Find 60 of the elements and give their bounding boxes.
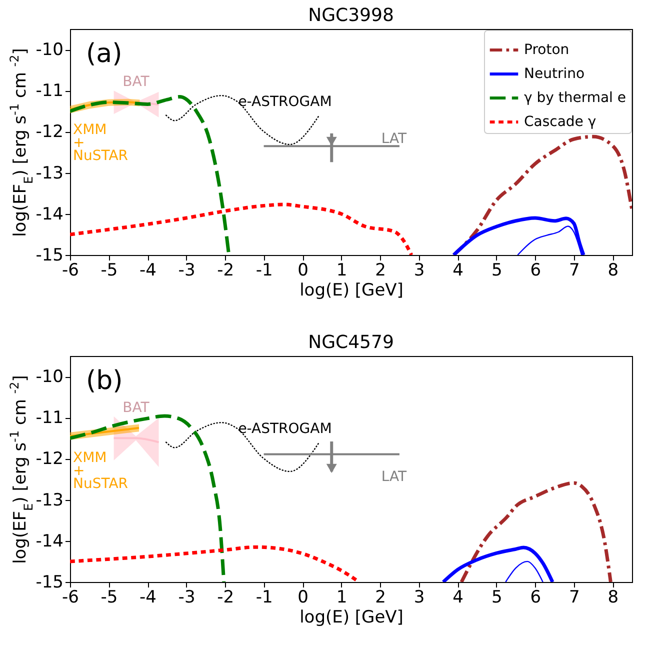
x-tick-label: 3 (414, 260, 425, 280)
annotation: XMM + NuSTAR (73, 450, 128, 492)
chart-title: NGC4579 (308, 332, 394, 353)
y-tick-label: -14 (36, 204, 64, 224)
x-tick-label: -4 (140, 588, 156, 608)
y-tick-label: -10 (36, 367, 64, 388)
x-tick-label: -2 (217, 260, 234, 280)
legend-label: Cascade γ (524, 114, 596, 130)
annotation: BAT (122, 74, 150, 90)
y-tick-label: -10 (36, 40, 64, 60)
y-tick-label: -12 (36, 449, 64, 470)
x-tick-label: 6 (530, 260, 542, 280)
x-axis-title: log(E) [GeV] (300, 608, 404, 628)
x-tick-label: -1 (256, 588, 273, 608)
x-tick-label: 7 (568, 588, 580, 608)
x-tick-label: 5 (491, 588, 502, 608)
x-tick-label: 3 (414, 588, 425, 608)
x-tick-label: -6 (62, 588, 79, 608)
x-tick-label: 8 (608, 588, 619, 608)
annotation: BAT (122, 400, 150, 416)
x-tick-label: 0 (298, 260, 308, 280)
y-tick-label: -15 (36, 246, 64, 266)
x-tick-label: -1 (256, 260, 273, 280)
x-tick-label: -3 (178, 588, 196, 608)
x-tick-label: 1 (336, 260, 348, 280)
x-tick-label: -5 (100, 260, 118, 280)
annotation: (a) (86, 39, 122, 69)
x-tick-label: -2 (217, 588, 234, 608)
y-tick-label: -11 (36, 81, 64, 102)
y-tick-label: -11 (36, 408, 64, 428)
x-tick-label: 7 (568, 260, 580, 280)
legend-label: γ by thermal e (524, 90, 626, 106)
annotation: LAT (381, 469, 408, 485)
annotation: e-ASTROGAM (238, 421, 332, 437)
x-tick-label: 4 (452, 260, 464, 280)
y-tick-label: -14 (36, 531, 64, 552)
x-tick-label: -4 (140, 260, 156, 280)
y-tick-label: -12 (36, 122, 64, 142)
legend-label: Neutrino (524, 66, 585, 82)
x-tick-label: 4 (452, 588, 464, 608)
y-tick-label: -15 (36, 572, 64, 592)
chart-title: NGC3998 (308, 5, 394, 26)
x-tick-label: -5 (100, 588, 118, 608)
x-tick-label: -6 (62, 260, 79, 280)
y-tick-label: -13 (36, 163, 64, 184)
annotation: LAT (381, 131, 408, 147)
x-tick-label: 2 (375, 588, 386, 608)
x-tick-label: 8 (608, 260, 619, 280)
x-tick-label: 5 (491, 260, 502, 280)
annotation: (b) (86, 366, 123, 396)
x-axis-title: log(E) [GeV] (300, 280, 404, 300)
annotation: e-ASTROGAM (238, 94, 332, 110)
y-tick-label: -13 (36, 490, 64, 510)
x-tick-label: 1 (336, 588, 348, 608)
x-tick-label: 2 (375, 260, 386, 280)
x-tick-label: 6 (530, 588, 542, 608)
legend-label: Proton (524, 42, 570, 58)
x-tick-label: -3 (178, 260, 196, 280)
annotation: XMM + NuSTAR (73, 122, 128, 164)
x-tick-label: 0 (298, 588, 308, 608)
